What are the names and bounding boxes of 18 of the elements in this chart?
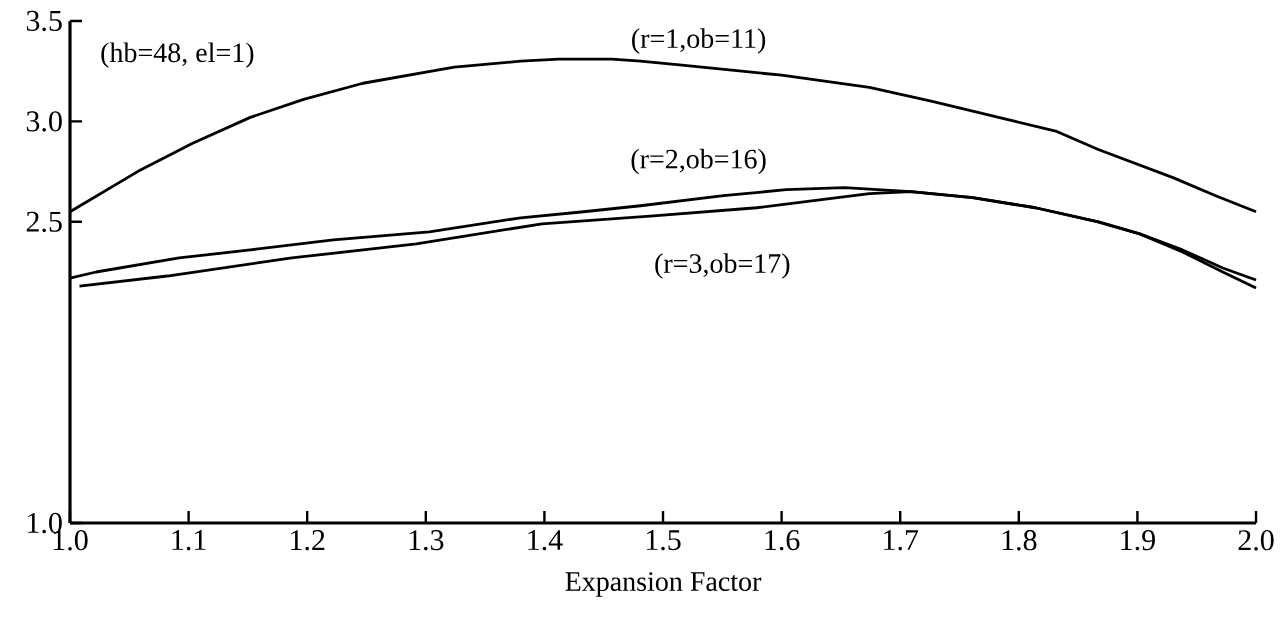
series-label: (r=3,ob=17)	[655, 253, 790, 279]
x-tick-label: 2.0	[1238, 530, 1274, 551]
x-tick-label: 1.3	[409, 530, 444, 551]
x-tick-label: 1.5	[646, 530, 681, 551]
x-tick-label: 1.8	[1002, 530, 1037, 551]
x-tick-label: 1.6	[765, 530, 800, 551]
x-tick-label: 1.1	[172, 530, 206, 551]
series-label: (r=2,ob=16)	[631, 148, 766, 175]
y-tick-label: 3.0	[26, 111, 62, 132]
x-tick-label: 1.9	[1121, 530, 1155, 551]
y-tick-label: 2.5	[26, 211, 62, 232]
y-tick-label: 3.5	[26, 10, 62, 32]
x-axis-title: Expansion Factor	[565, 572, 762, 597]
x-tick-label: 1.4	[528, 530, 563, 551]
x-tick-label: 1.7	[884, 530, 919, 551]
annotation: (hb=48, el=1)	[101, 42, 254, 68]
x-tick-label: 1.2	[291, 530, 325, 551]
series-label: (r=1,ob=11)	[632, 28, 766, 54]
